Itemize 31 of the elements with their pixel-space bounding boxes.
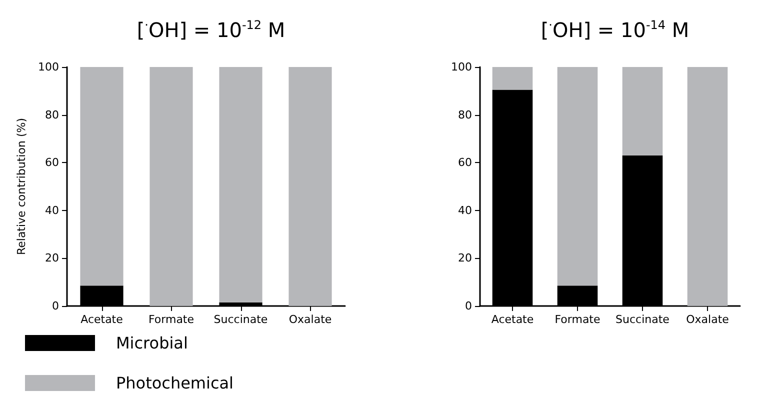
bar xyxy=(557,67,598,286)
y-tick-label: 20 xyxy=(458,252,472,265)
x-tick-label: Formate xyxy=(148,313,194,326)
x-tick-label: Formate xyxy=(554,313,600,326)
bar xyxy=(492,67,533,90)
bar xyxy=(288,67,332,306)
y-tick-label: 20 xyxy=(45,252,59,265)
y-tick-label: 100 xyxy=(451,60,472,74)
x-tick-label: Acetate xyxy=(80,313,124,326)
bar xyxy=(622,67,663,156)
x-tick-label: Oxalate xyxy=(288,313,332,326)
legend-label: Microbial xyxy=(116,334,188,352)
y-tick-label: 100 xyxy=(38,60,59,74)
y-tick-label: 80 xyxy=(45,108,59,122)
y-tick-label: 0 xyxy=(52,300,59,312)
y-tick-label: 80 xyxy=(458,108,472,122)
x-tick-label: Succinate xyxy=(214,313,268,326)
y-tick-label: 40 xyxy=(45,204,59,217)
bar xyxy=(687,67,728,306)
y-tick-label: 60 xyxy=(458,156,472,170)
x-tick-label: Acetate xyxy=(491,313,534,326)
y-tick-label: 0 xyxy=(465,300,472,312)
legend-label: Photochemical xyxy=(116,374,234,392)
bar xyxy=(219,67,262,302)
y-tick-label: 40 xyxy=(458,204,472,217)
x-tick-label: Succinate xyxy=(616,313,670,326)
y-tick-label: 60 xyxy=(45,156,59,170)
x-tick-label: Oxalate xyxy=(686,313,730,326)
bar xyxy=(80,67,124,286)
y-axis-title: Relative contribution (%) xyxy=(15,118,28,256)
bar xyxy=(150,67,193,306)
